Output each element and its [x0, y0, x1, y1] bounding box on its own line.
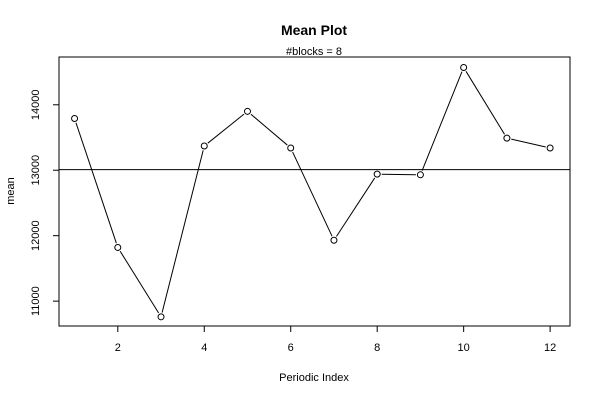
- data-point: [114, 243, 122, 251]
- data-point: [71, 115, 79, 123]
- x-axis-label: Periodic Index: [279, 372, 349, 384]
- data-point: [460, 63, 468, 71]
- y-tick-label: 12000: [30, 220, 42, 251]
- data-point: [200, 142, 208, 150]
- data-point: [287, 144, 295, 152]
- series-line-segment: [421, 71, 463, 171]
- series-line-segment: [381, 173, 416, 176]
- x-tick-label: 2: [115, 342, 121, 354]
- x-tick-label: 8: [374, 342, 380, 354]
- series-line-segment: [292, 151, 333, 237]
- x-tick-label: 4: [201, 342, 207, 354]
- y-tick-label: 14000: [30, 89, 42, 120]
- plot-frame: [58, 56, 571, 327]
- data-point: [416, 171, 424, 179]
- series-line-segment: [250, 113, 288, 146]
- data-point: [157, 313, 165, 321]
- chart-title: Mean Plot: [281, 22, 347, 38]
- series-line-segment: [207, 113, 245, 144]
- series-line-segment: [75, 122, 117, 244]
- series-line-segment: [511, 138, 546, 148]
- y-tick-label: 13000: [30, 155, 42, 186]
- chart-subtitle: #blocks = 8: [286, 46, 342, 58]
- series-line-segment: [335, 177, 376, 237]
- series-line-segment: [465, 71, 505, 135]
- data-point: [243, 107, 251, 115]
- series-group: [71, 63, 554, 321]
- data-point: [503, 134, 511, 142]
- x-tick-label: 12: [544, 342, 556, 354]
- y-axis-label: mean: [5, 177, 17, 205]
- y-tick-label: 11000: [30, 286, 42, 316]
- series-line-segment: [119, 251, 160, 314]
- x-tick-label: 10: [458, 342, 470, 354]
- data-point: [546, 144, 554, 152]
- data-point: [330, 236, 338, 244]
- data-point: [373, 170, 381, 178]
- x-tick-label: 6: [288, 342, 294, 354]
- y-axis: 11000 12000 13000 14000: [30, 89, 60, 316]
- series-line-segment: [161, 150, 204, 313]
- x-axis: 2 4 6 8 10 12: [115, 325, 556, 354]
